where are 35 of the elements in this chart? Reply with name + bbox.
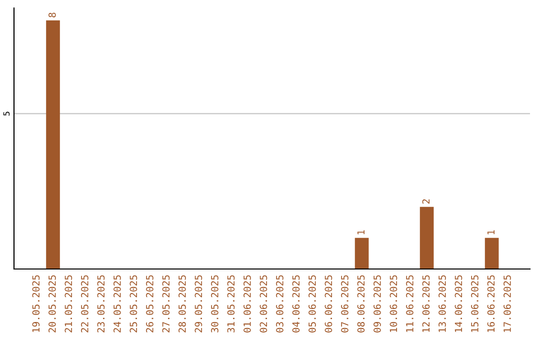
x-tick-label: 12.06.2025 xyxy=(422,275,430,332)
x-tick-label: 26.05.2025 xyxy=(146,275,154,332)
x-tick-label: 05.06.2025 xyxy=(308,275,316,332)
x-tick-label: 21.05.2025 xyxy=(64,275,72,332)
x-tick-label: 08.06.2025 xyxy=(357,275,365,332)
x-tick-label: 16.06.2025 xyxy=(487,275,495,332)
x-tick-label: 31.05.2025 xyxy=(227,275,235,332)
x-tick-label: 28.05.2025 xyxy=(178,275,186,332)
data-label: 8 xyxy=(48,12,56,18)
x-tick-label: 22.05.2025 xyxy=(81,275,88,332)
y-tick-label: 5 xyxy=(3,112,10,116)
x-tick-label: 02.06.2025 xyxy=(260,275,268,332)
x-tick-label: 15.06.2025 xyxy=(471,275,478,332)
x-tick-label: 07.06.2025 xyxy=(341,275,348,332)
x-tick-label: 24.05.2025 xyxy=(114,275,121,332)
x-tick-label: 03.06.2025 xyxy=(276,275,284,332)
x-tick-label: 11.06.2025 xyxy=(406,275,414,332)
x-tick-label: 10.06.2025 xyxy=(390,275,398,332)
x-tick-label: 06.06.2025 xyxy=(324,275,332,332)
x-tick-label: 27.05.2025 xyxy=(162,275,170,332)
data-label: 1 xyxy=(357,230,364,234)
x-tick-label: 20.05.2025 xyxy=(48,275,56,332)
x-tick-label: 25.05.2025 xyxy=(130,275,138,332)
x-tick-label: 17.06.2025 xyxy=(504,275,511,332)
x-tick-label: 01.06.2025 xyxy=(244,275,251,332)
x-tick-label: 19.05.2025 xyxy=(32,275,40,332)
x-tick-label: 13.06.2025 xyxy=(438,275,446,332)
x-tick-label: 23.05.2025 xyxy=(97,275,105,332)
x-tick-label: 04.06.2025 xyxy=(292,275,300,332)
data-label: 1 xyxy=(487,230,495,234)
x-tick-label: 09.06.2025 xyxy=(374,275,381,332)
x-tick-label: 30.05.2025 xyxy=(211,275,218,332)
data-label: 2 xyxy=(422,199,430,204)
x-tick-label: 14.06.2025 xyxy=(454,275,462,332)
x-tick-label: 29.05.2025 xyxy=(194,275,202,332)
